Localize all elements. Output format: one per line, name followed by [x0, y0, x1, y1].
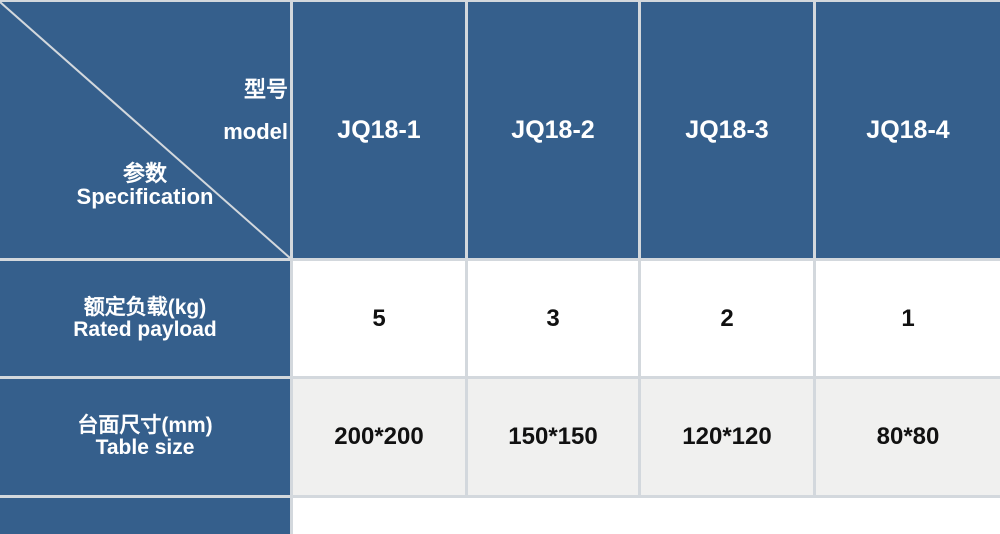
table-cell-payload-jq18-3: 2 — [641, 261, 813, 376]
table-cell-payload-jq18-4: 1 — [816, 261, 1000, 376]
row-label-table-size-en: Table size — [95, 436, 195, 459]
row-label-rated-payload: 额定负载(kg) Rated payload — [0, 261, 290, 376]
table-cell-size-jq18-3: 120*120 — [641, 379, 813, 495]
table-cell-size-jq18-2: 150*150 — [468, 379, 638, 495]
table-cell-size-jq18-1: 200*200 — [293, 379, 465, 495]
column-header-jq18-4: JQ18-4 — [816, 2, 1000, 258]
corner-spec-label-cn: 参数 — [122, 161, 167, 186]
table-row-partial-data — [293, 498, 1000, 534]
column-header-jq18-2: JQ18-2 — [468, 2, 638, 258]
diagonal-divider-line — [0, 2, 290, 258]
row-label-table-size-cn: 台面尺寸(mm) — [77, 414, 213, 437]
row-label-rated-payload-en: Rated payload — [73, 317, 217, 341]
column-header-jq18-3: JQ18-3 — [641, 2, 813, 258]
table-cell-size-jq18-4: 80*80 — [816, 379, 1000, 495]
corner-model-label-en: model — [223, 119, 288, 144]
table-cell-payload-jq18-1: 5 — [293, 261, 465, 376]
row-label-rated-payload-cn: 额定负载(kg) — [83, 295, 207, 319]
column-header-jq18-1: JQ18-1 — [293, 2, 465, 258]
corner-model-label: 型号 model — [223, 69, 288, 153]
row-label-table-size: 台面尺寸(mm) Table size — [0, 379, 290, 495]
corner-header-cell: 型号 model 参数 Specification — [0, 2, 290, 258]
corner-model-label-cn: 型号 — [243, 77, 288, 102]
corner-spec-label: 参数 Specification — [0, 162, 290, 208]
corner-spec-label-en: Specification — [76, 184, 214, 209]
table-cell-payload-jq18-2: 3 — [468, 261, 638, 376]
row-label-partial — [0, 498, 290, 534]
